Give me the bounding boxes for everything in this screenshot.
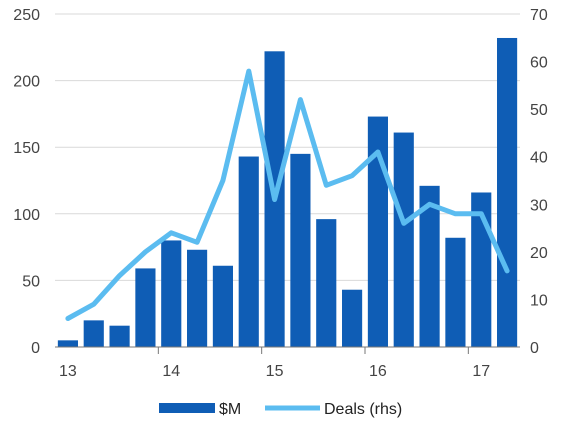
deals-line [65,68,510,321]
right-axis-ticks: 0 10 20 30 40 50 60 70 [530,7,548,357]
bar [497,37,518,347]
bar [445,237,466,347]
x-tick-label: 17 [472,363,490,380]
bar-series [57,37,518,348]
legend-label-line: Deals (rhs) [324,401,402,418]
left-tick-label: 50 [22,273,40,290]
left-tick-label: 100 [13,207,40,224]
left-axis-ticks: 0 50 100 150 200 250 [13,7,40,357]
bar [419,185,440,347]
right-tick-label: 60 [530,55,548,72]
x-tick-label: 14 [162,363,180,380]
legend-swatch-bar [159,403,215,413]
bar [238,156,259,347]
right-tick-label: 0 [530,340,539,357]
x-tick-label: 13 [59,363,77,380]
legend-label-bar: $M [219,401,241,418]
right-tick-label: 10 [530,292,548,309]
bar [393,132,414,347]
bar [187,249,208,347]
bar [109,325,130,347]
bar [367,116,388,348]
x-tick-label: 15 [266,363,284,380]
left-tick-label: 250 [13,7,40,24]
right-tick-label: 40 [530,150,548,167]
bar [161,240,182,347]
bar [471,192,492,347]
right-tick-label: 50 [530,102,548,119]
line-series [65,68,510,321]
right-tick-label: 30 [530,197,548,214]
right-tick-label: 20 [530,245,548,262]
bar [316,219,337,347]
right-tick-label: 70 [530,7,548,24]
bar [290,153,311,347]
left-tick-label: 200 [13,74,40,91]
x-axis-ticks: 13 14 15 16 17 [59,347,490,380]
legend: $M Deals (rhs) [159,401,402,418]
bar [83,320,104,347]
bar [212,265,233,347]
x-tick-label: 16 [369,363,387,380]
bar [135,268,156,347]
bar [342,289,363,347]
left-tick-label: 0 [31,340,40,357]
left-tick-label: 150 [13,140,40,157]
bar [57,340,78,347]
